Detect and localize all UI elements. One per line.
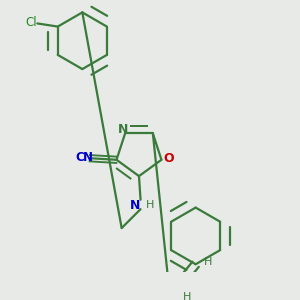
Text: H: H <box>204 257 212 267</box>
Text: H: H <box>183 292 191 300</box>
Text: N: N <box>118 123 129 136</box>
Text: N: N <box>83 151 93 164</box>
Text: N: N <box>130 199 140 212</box>
Text: Cl: Cl <box>26 16 38 29</box>
Text: O: O <box>163 152 174 165</box>
Text: C: C <box>75 151 84 164</box>
Text: H: H <box>146 200 154 210</box>
